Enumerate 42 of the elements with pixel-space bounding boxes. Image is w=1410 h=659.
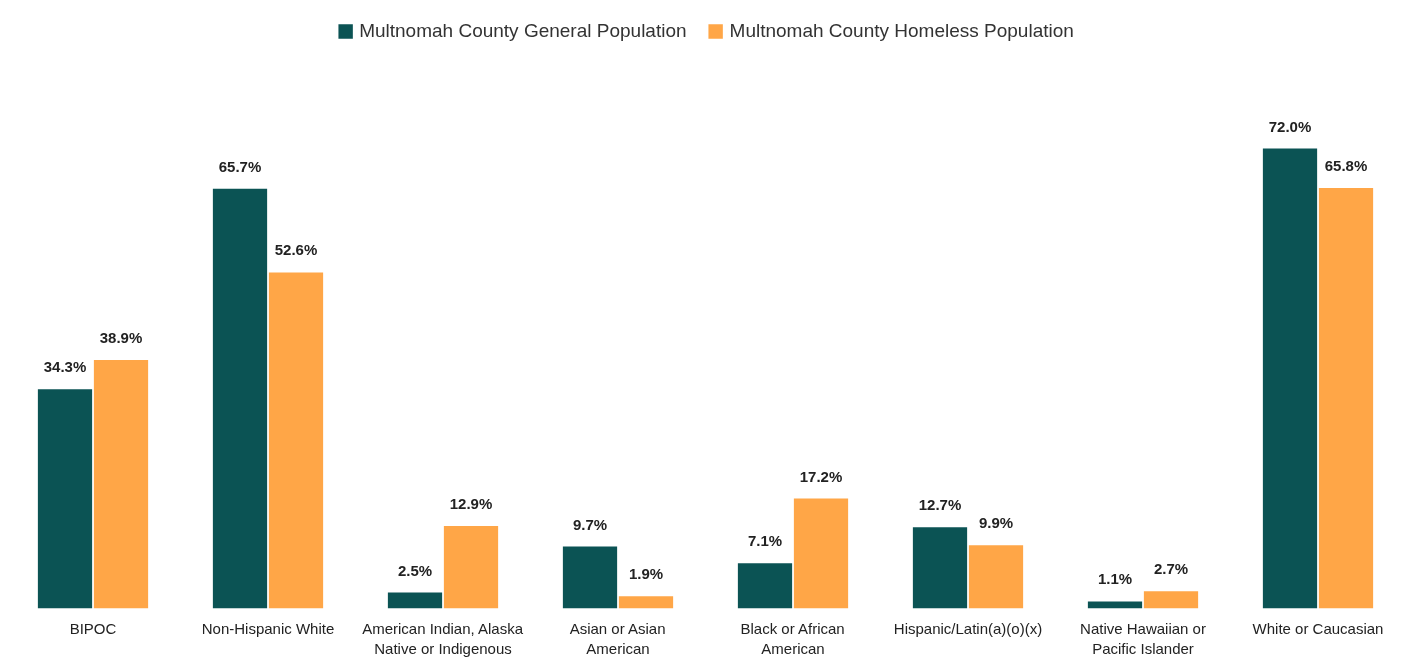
x-tick-label: Hispanic/Latin(a)(o)(x)	[893, 619, 1043, 637]
bar	[793, 498, 849, 609]
bar	[968, 545, 1024, 609]
bar	[618, 596, 674, 609]
x-tick-label: BIPOC	[69, 619, 117, 637]
data-label: 12.9%	[449, 495, 493, 513]
data-label: 52.6%	[274, 241, 318, 259]
bar	[268, 272, 324, 609]
bar	[212, 188, 268, 609]
data-label: 1.9%	[628, 565, 664, 583]
data-label: 2.7%	[1153, 560, 1189, 578]
bar	[737, 563, 793, 609]
data-label: 12.7%	[918, 496, 962, 514]
bar	[93, 359, 149, 609]
bar	[1087, 601, 1143, 609]
bar	[1143, 591, 1199, 609]
data-label: 17.2%	[799, 467, 843, 485]
x-tick-label: Black or African American	[740, 619, 845, 657]
bar	[443, 526, 499, 609]
data-label: 34.3%	[43, 358, 87, 376]
data-label: 9.9%	[978, 514, 1014, 532]
data-label: 72.0%	[1268, 117, 1312, 135]
x-tick-label: Asian or Asian American	[569, 619, 666, 657]
bar	[1318, 188, 1374, 609]
bar	[912, 527, 968, 609]
data-label: 9.7%	[572, 515, 608, 533]
data-label: 38.9%	[99, 328, 143, 346]
data-label: 65.7%	[218, 157, 262, 175]
data-label: 1.1%	[1097, 570, 1133, 588]
legend-label: Multnomah County General Population	[359, 20, 687, 42]
data-label: 7.1%	[747, 532, 783, 550]
x-tick-label: Non-Hispanic White	[201, 619, 335, 637]
bar	[37, 389, 93, 609]
data-label: 2.5%	[397, 561, 433, 579]
data-label: 65.8%	[1324, 157, 1368, 175]
x-tick-label: White or Caucasian	[1252, 619, 1384, 637]
legend-label: Multnomah County Homeless Population	[729, 20, 1074, 42]
bar	[387, 592, 443, 609]
x-tick-label: Native Hawaiian or Pacific Islander	[1080, 619, 1206, 657]
x-tick-label: American Indian, Alaska Native or Indigenous	[362, 619, 524, 657]
bar	[562, 546, 618, 609]
bar	[1262, 148, 1318, 609]
